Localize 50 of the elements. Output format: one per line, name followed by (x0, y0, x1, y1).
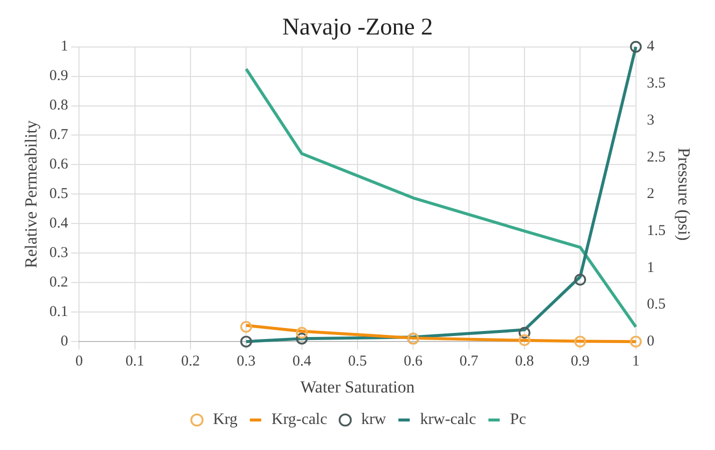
x-tick-label: 0.2 (181, 354, 200, 370)
x-tick-label: 0.8 (515, 354, 534, 370)
y-tick-label: 0.5 (49, 186, 68, 202)
chart-title: Navajo -Zone 2 (282, 14, 433, 41)
y-tick-label: 0.6 (49, 156, 69, 173)
x-tick-label: 0 (75, 354, 83, 370)
y2-tick-label: 2 (646, 186, 654, 202)
x-tick-label: 1 (632, 354, 640, 370)
legend-label: Krg-calc (272, 411, 328, 428)
y2-tick-label: 1 (646, 260, 654, 276)
y2-tick-label: 3 (646, 112, 654, 128)
y-tick-label: 0.7 (49, 127, 69, 144)
legend-label: Pc (510, 411, 526, 428)
y-axis-title: Relative Permeability (22, 120, 41, 268)
x-tick-label: 0.1 (125, 354, 144, 370)
point (296, 326, 308, 339)
y-tick-label: 0.3 (49, 245, 68, 262)
y-tick-label: 0.1 (49, 304, 68, 320)
y2-tick-label: 4 (646, 38, 655, 55)
y-tick-label: 1 (60, 38, 68, 55)
y2-tick-label: 3.5 (646, 76, 666, 92)
y-tick-label: 0 (60, 334, 68, 350)
point (296, 332, 308, 345)
x-axis-title: Water Saturation (300, 377, 416, 396)
y2-axis-title: Pressure (psi) (674, 148, 694, 241)
x-tick-label: 0.9 (570, 354, 590, 370)
y2-tick-label: 0 (646, 334, 654, 350)
x-tick-label: 0.3 (236, 354, 256, 370)
y2-tick-label: 0.5 (646, 296, 666, 313)
y2-tick-label: 1.5 (646, 222, 666, 239)
point (630, 336, 642, 348)
legend-label: krw (361, 411, 387, 428)
x-tick-label: 0.6 (404, 354, 424, 370)
point (518, 334, 530, 346)
y-tick-label: 0.8 (49, 98, 68, 114)
x-tick-label: 0.5 (348, 354, 367, 370)
point (240, 320, 252, 333)
point (574, 336, 586, 348)
point (240, 336, 252, 348)
point (630, 40, 642, 53)
point (574, 274, 586, 286)
y-tick-label: 0.9 (49, 68, 68, 84)
y-tick-label: 0.2 (49, 274, 68, 291)
y2-tick-label: 2.5 (646, 149, 666, 166)
y-tick-label: 0.4 (49, 216, 69, 232)
point (518, 326, 530, 339)
legend-label: krw-calc (420, 411, 476, 428)
legend-label: Krg (212, 411, 238, 428)
x-tick-label: 0.4 (292, 354, 312, 370)
x-tick-label: 0.7 (459, 354, 479, 370)
